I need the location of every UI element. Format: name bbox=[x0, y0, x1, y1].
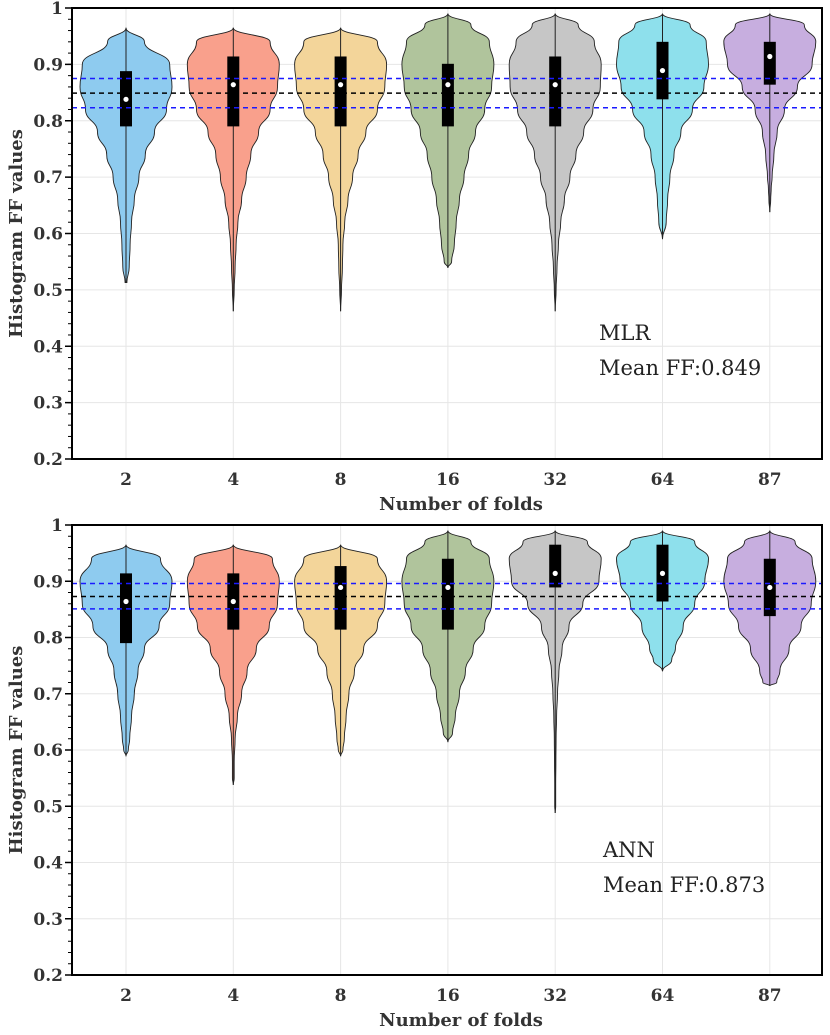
x-tick-label: 8 bbox=[335, 986, 347, 1006]
violin-32 bbox=[508, 13, 602, 312]
y-tick-label: 0.8 bbox=[33, 629, 63, 649]
x-tick-label: 32 bbox=[543, 470, 567, 490]
y-tick-label: 1 bbox=[51, 0, 63, 19]
violin-median-dot bbox=[230, 598, 236, 605]
violin-median-dot bbox=[552, 82, 558, 88]
violin-iqr-box bbox=[441, 558, 454, 630]
x-tick-label: 87 bbox=[758, 470, 782, 490]
y-tick-label: 0.4 bbox=[33, 337, 63, 357]
x-tick-label: 2 bbox=[120, 986, 132, 1006]
y-tick-label: 0.7 bbox=[33, 685, 63, 705]
y-tick-label: 0.5 bbox=[33, 281, 63, 301]
violin-32 bbox=[508, 530, 602, 814]
x-tick-label: 16 bbox=[436, 986, 460, 1006]
violin-iqr-box bbox=[334, 566, 347, 630]
mean-ff-annotation: Mean FF:0.873 bbox=[603, 873, 765, 897]
violin-64 bbox=[616, 13, 709, 240]
x-tick-label: 4 bbox=[227, 986, 239, 1006]
y-axis-label: Histogram FF values bbox=[6, 646, 27, 855]
mean-ff-annotation: Mean FF:0.849 bbox=[599, 356, 761, 380]
y-tick-label: 1 bbox=[51, 516, 63, 536]
x-tick-label: 2 bbox=[120, 470, 132, 490]
y-tick-label: 0.9 bbox=[33, 572, 63, 592]
violin-16 bbox=[401, 13, 495, 269]
y-tick-label: 0.2 bbox=[33, 450, 63, 470]
model-annotation: MLR bbox=[599, 321, 651, 345]
violin-16 bbox=[401, 530, 495, 743]
y-tick-label: 0.3 bbox=[33, 394, 63, 414]
violin-median-dot bbox=[123, 598, 129, 605]
mlr-violin-panel: 0.2 0.3 0.4 0.5 0.6 0.7 0.8 0.9 1 2 4 8 16 32 64 87 Numb… bbox=[6, 0, 823, 515]
y-tick-label: 0.6 bbox=[33, 741, 63, 761]
x-axis-label: Number of folds bbox=[379, 1010, 543, 1031]
ann-violin-panel: 0.2 0.3 0.4 0.5 0.6 0.7 0.8 0.9 1 2 4 8 16 32 64 87 Numb… bbox=[6, 516, 823, 1031]
y-tick-label: 0.6 bbox=[33, 225, 63, 245]
violin-median-dot bbox=[123, 96, 129, 102]
violin-median-dot bbox=[659, 67, 666, 74]
violin-median-dot bbox=[445, 584, 451, 591]
violin-median-dot bbox=[338, 82, 344, 88]
violin-iqr-box bbox=[334, 56, 347, 127]
y-tick-label: 0.9 bbox=[33, 55, 63, 75]
x-axis-label: Number of folds bbox=[379, 494, 543, 515]
y-tick-label: 0.8 bbox=[33, 112, 63, 132]
x-tick-label: 87 bbox=[758, 986, 782, 1006]
x-tick-label: 32 bbox=[543, 986, 567, 1006]
violin-2 bbox=[79, 27, 173, 283]
violin-median-dot bbox=[552, 570, 558, 576]
violin-iqr-box bbox=[549, 544, 562, 588]
violin-iqr-box bbox=[763, 41, 776, 85]
violin-median-dot bbox=[445, 82, 451, 88]
x-tick-label: 4 bbox=[227, 470, 239, 490]
x-tick-label: 8 bbox=[335, 470, 347, 490]
violin-64 bbox=[616, 530, 709, 672]
violin-87 bbox=[723, 13, 817, 213]
x-tick-label: 16 bbox=[436, 470, 460, 490]
violin-median-dot bbox=[767, 53, 773, 60]
x-tick-label: 64 bbox=[651, 986, 675, 1006]
y-tick-label: 0.3 bbox=[33, 910, 63, 930]
y-axis-label: Histogram FF values bbox=[6, 129, 27, 338]
violin-4 bbox=[186, 27, 280, 312]
y-tick-label: 0.7 bbox=[33, 168, 63, 188]
model-annotation: ANN bbox=[602, 838, 655, 862]
violin-4 bbox=[186, 544, 280, 786]
violin-iqr-box bbox=[549, 56, 562, 127]
violin-iqr-box bbox=[441, 63, 454, 127]
violin-2 bbox=[79, 544, 173, 757]
y-tick-label: 0.5 bbox=[33, 797, 63, 817]
violin-8 bbox=[294, 544, 388, 757]
violin-median-dot bbox=[659, 570, 666, 576]
violin-8 bbox=[294, 27, 388, 312]
violin-median-dot bbox=[338, 584, 344, 591]
violin-median-dot bbox=[767, 584, 773, 591]
y-tick-label: 0.4 bbox=[33, 854, 63, 874]
y-tick-label: 0.2 bbox=[33, 966, 63, 986]
x-tick-label: 64 bbox=[651, 470, 675, 490]
violin-median-dot bbox=[230, 82, 236, 88]
violin-iqr-box bbox=[227, 56, 240, 127]
